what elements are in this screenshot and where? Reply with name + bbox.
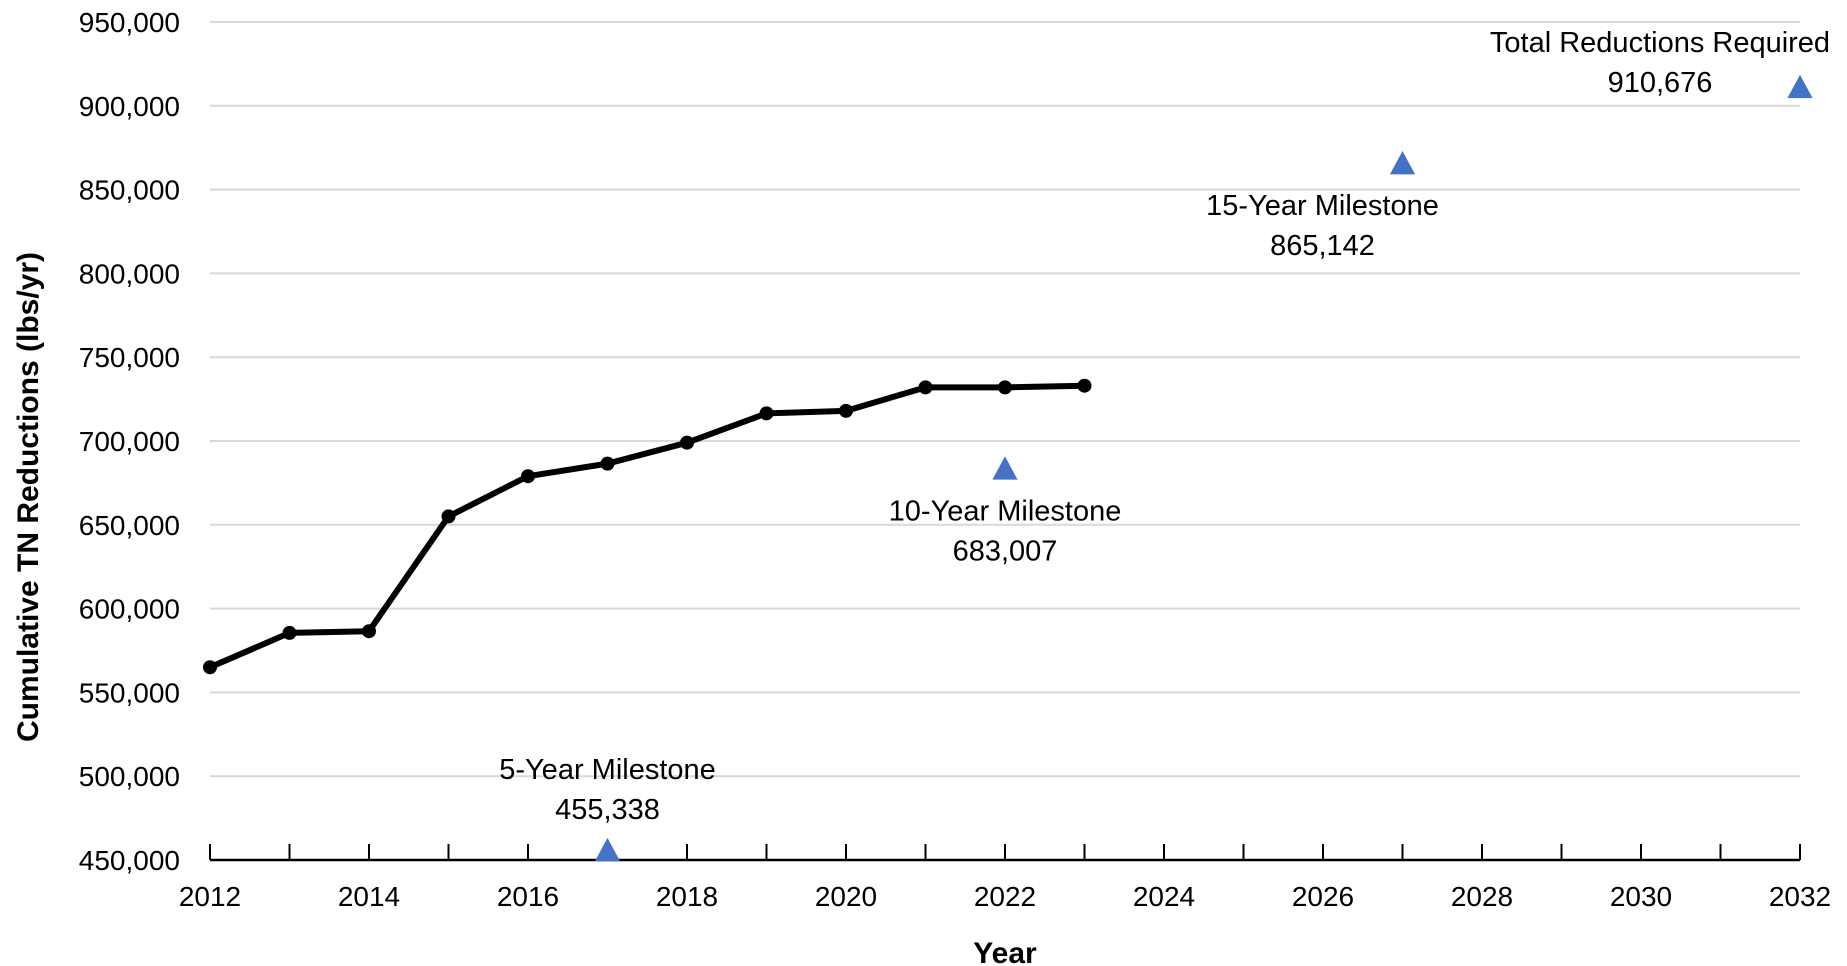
milestone-marker — [1389, 151, 1416, 175]
data-point — [362, 624, 376, 639]
milestone-value: 910,676 — [1608, 67, 1713, 99]
x-tick-label: 2030 — [1610, 881, 1672, 912]
milestone-label: 15-Year Milestone — [1206, 190, 1439, 222]
y-tick-label: 900,000 — [79, 91, 180, 122]
y-tick-label: 950,000 — [79, 7, 180, 38]
milestone-marker — [1787, 74, 1813, 99]
x-tick-label: 2024 — [1133, 881, 1195, 912]
milestone-value: 865,142 — [1270, 230, 1375, 262]
milestone-layer: 5-Year Milestone 455,338 10-Year Milestone… — [499, 27, 1830, 862]
y-tick-label: 600,000 — [79, 594, 180, 625]
series-line — [207, 382, 1088, 671]
y-tick-label: 450,000 — [79, 845, 180, 876]
axes: 450,000 500,000 550,000 600,000 650,000 700,0… — [79, 7, 1831, 912]
y-tick-label: 750,000 — [79, 342, 180, 373]
x-tick-label: 2026 — [1292, 881, 1354, 912]
x-tick-label: 2028 — [1451, 881, 1513, 912]
x-tick-label: 2020 — [815, 881, 877, 912]
data-point — [759, 406, 774, 421]
y-tick-label: 700,000 — [79, 426, 180, 457]
data-point — [918, 380, 933, 395]
x-tick-label: 2032 — [1769, 881, 1831, 912]
x-axis-title: Year — [973, 937, 1037, 966]
data-point — [600, 456, 615, 471]
data-point — [839, 403, 853, 418]
milestone-value: 455,338 — [555, 794, 660, 826]
milestone-label: 5-Year Milestone — [499, 754, 716, 786]
y-tick-label: 850,000 — [79, 175, 180, 206]
y-tick-label: 550,000 — [79, 677, 180, 708]
data-point — [203, 660, 217, 675]
y-tick-label: 500,000 — [79, 761, 180, 792]
milestone-marker — [992, 456, 1018, 480]
milestone-value: 683,007 — [953, 535, 1058, 567]
series-layer — [203, 378, 1092, 675]
gridlines — [210, 21, 1800, 778]
data-point — [680, 435, 694, 450]
x-tick-label: 2022 — [974, 881, 1036, 912]
y-axis-title: Cumulative TN Reductions (lbs/yr) — [12, 252, 45, 742]
milestone-label: Total Reductions Required — [1490, 27, 1830, 59]
data-point — [282, 625, 297, 640]
x-tick-label: 2016 — [497, 881, 559, 912]
data-point — [1077, 378, 1092, 393]
y-tick-label: 650,000 — [79, 510, 180, 541]
x-tick-label: 2014 — [338, 881, 400, 912]
x-tick-label: 2012 — [179, 881, 241, 912]
milestone-label: 10-Year Milestone — [889, 495, 1122, 527]
data-point — [998, 380, 1012, 395]
x-tick-label: 2018 — [656, 881, 718, 912]
data-point — [441, 509, 456, 524]
milestone-marker — [594, 837, 621, 862]
y-tick-label: 800,000 — [79, 258, 180, 289]
data-point — [521, 469, 535, 484]
